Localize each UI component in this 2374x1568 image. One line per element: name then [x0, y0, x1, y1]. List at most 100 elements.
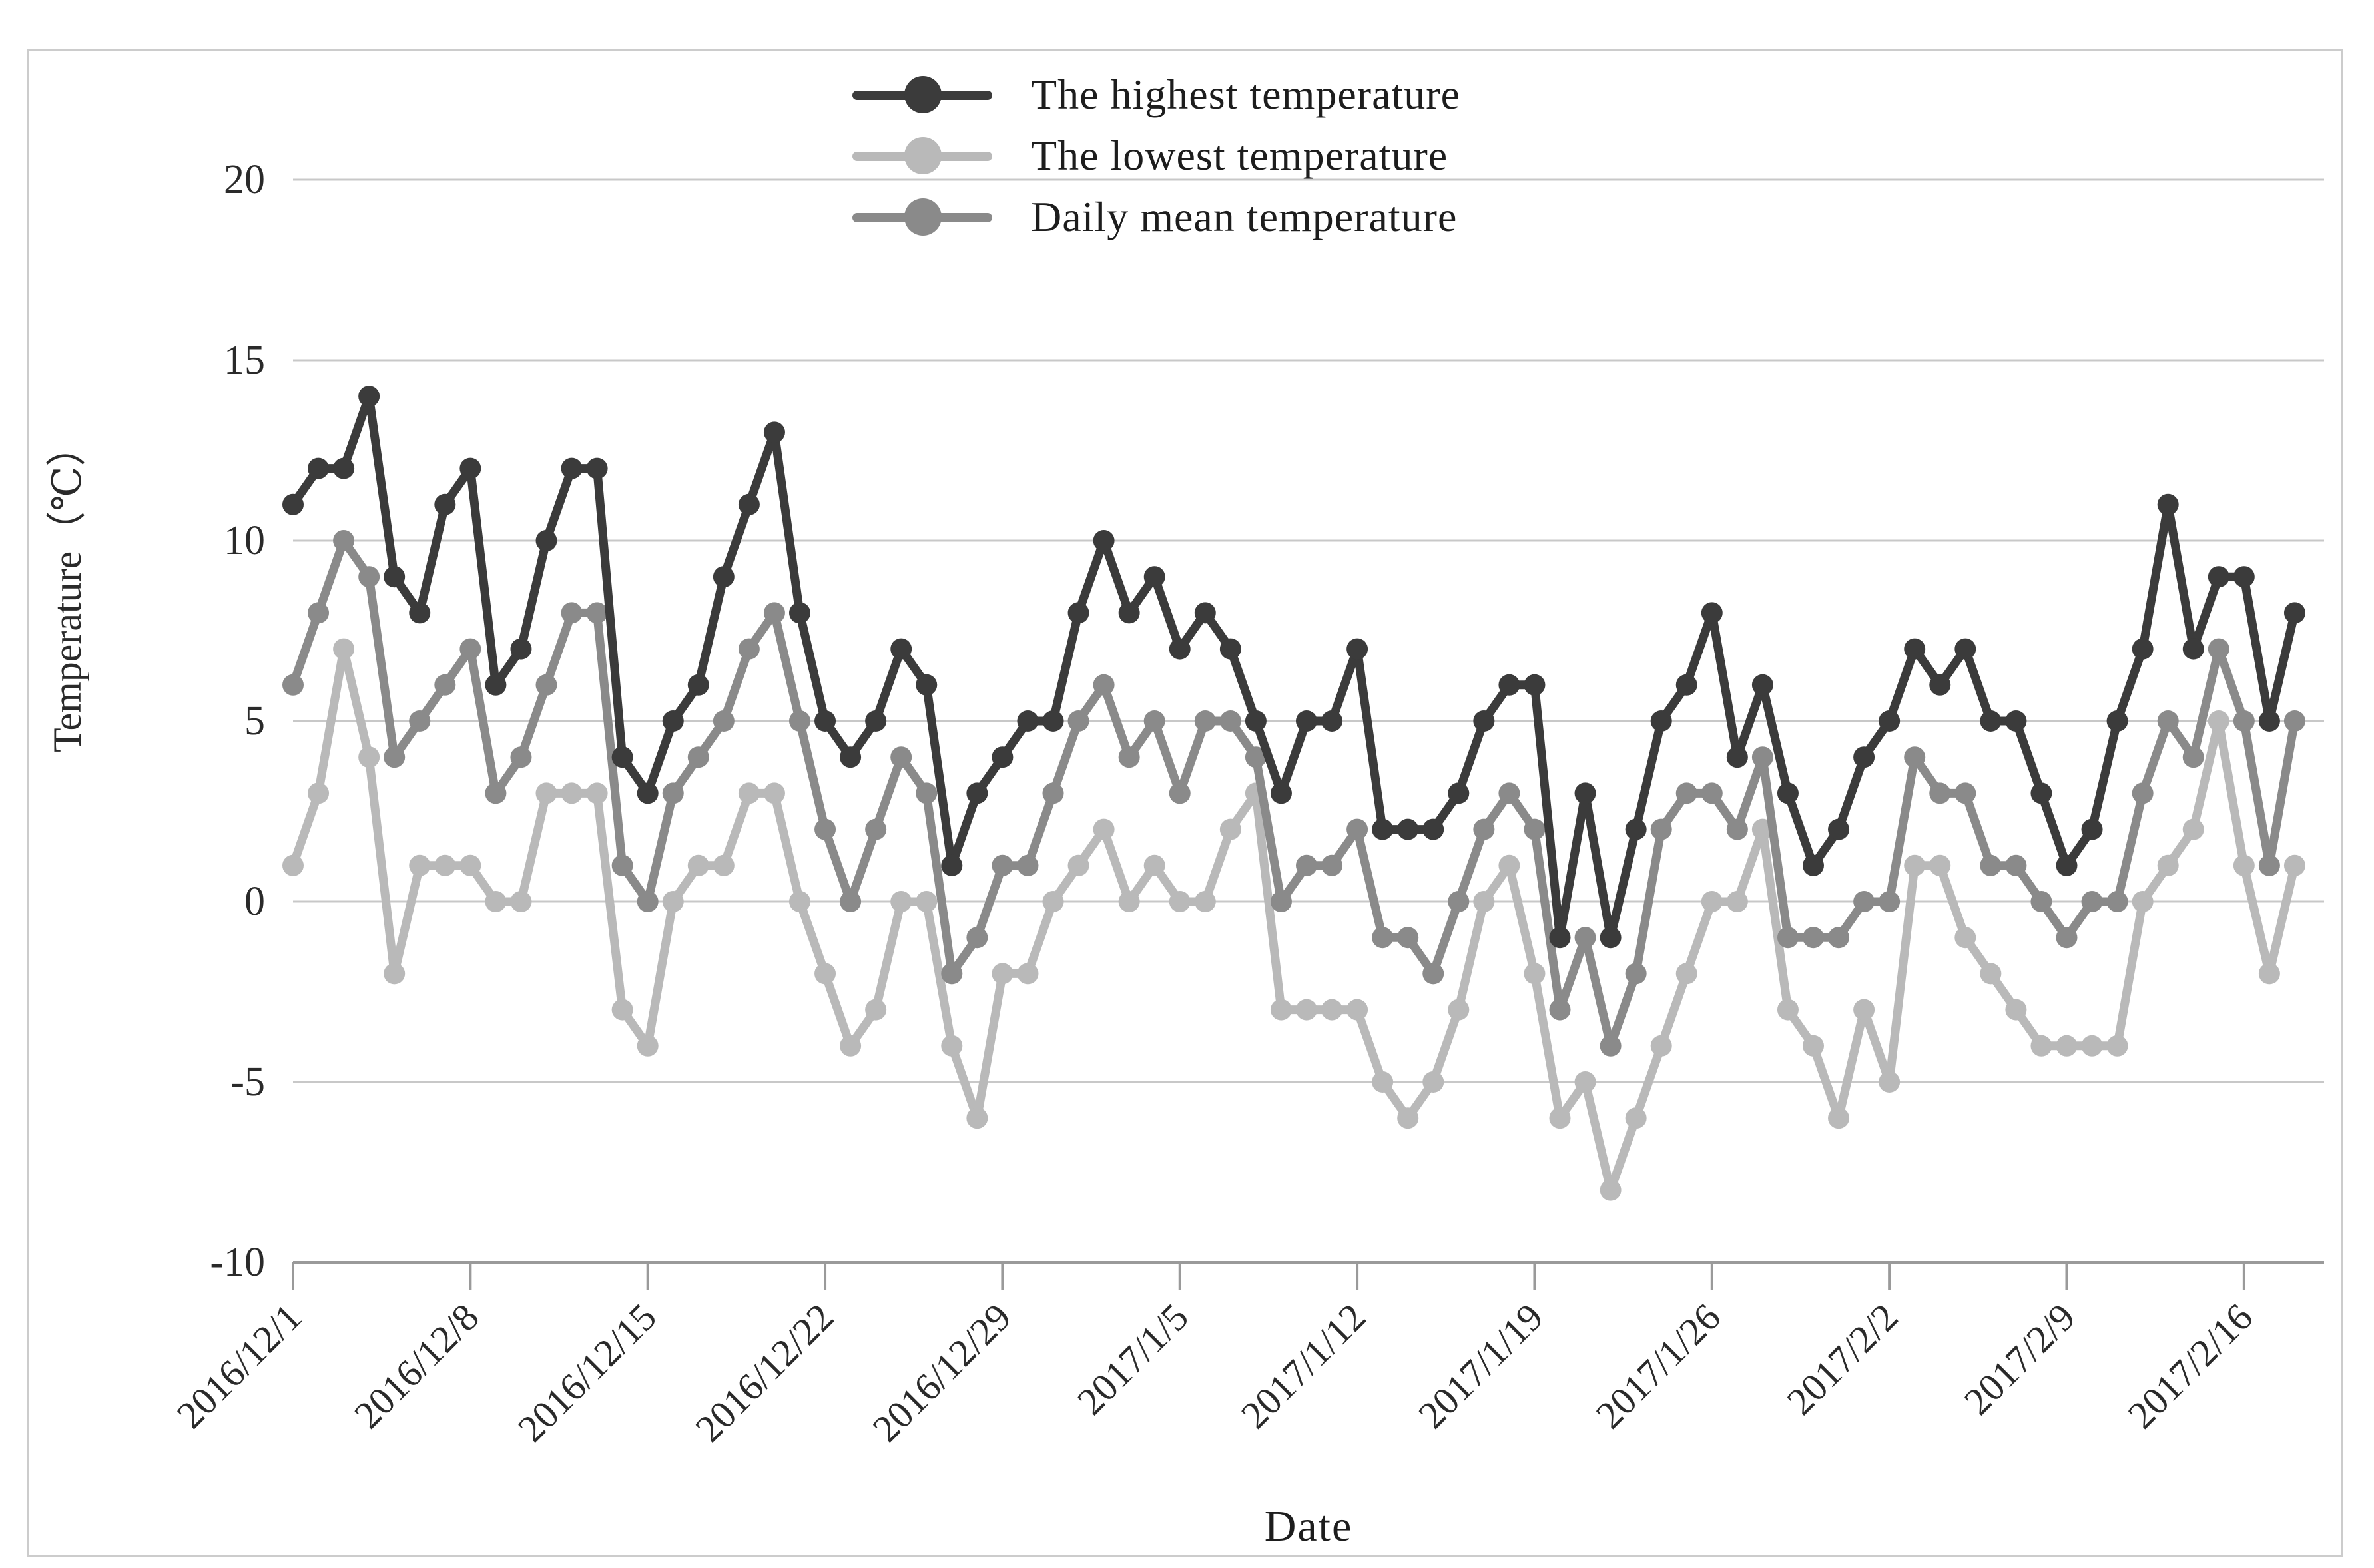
highest-series-marker-icon: [852, 64, 992, 125]
series-highest-point: [1726, 746, 1748, 768]
series-mean-point: [510, 746, 532, 768]
series-mean-point: [1321, 854, 1343, 876]
series-mean-point: [1067, 710, 1089, 732]
series-lowest-point: [2233, 854, 2255, 876]
series-mean-point: [1118, 746, 1140, 768]
series-lowest-point: [1397, 1107, 1419, 1129]
series-lowest-point: [1929, 854, 1951, 876]
series-mean-point: [713, 710, 735, 732]
series-highest-point: [1701, 602, 1723, 624]
series-mean-point: [992, 854, 1014, 876]
series-lowest-point: [789, 891, 810, 912]
series-lowest-point: [1194, 891, 1216, 912]
series-mean-point: [1473, 818, 1495, 840]
series-lowest-point: [637, 1035, 659, 1057]
series-mean-point: [2258, 854, 2280, 876]
series-highest-point: [611, 746, 633, 768]
series-lowest-point: [1954, 927, 1976, 949]
series-mean-point: [1701, 782, 1723, 804]
series-lowest-point: [814, 963, 836, 985]
series-mean-point: [662, 782, 684, 804]
mean-series-marker-icon: [852, 186, 992, 248]
series-mean-point: [865, 818, 887, 840]
series-lowest-point: [358, 746, 380, 768]
series-mean-point: [2233, 710, 2255, 732]
series-mean-point: [1828, 927, 1850, 949]
series-lowest-point: [966, 1107, 988, 1129]
series-highest-point: [459, 457, 481, 479]
series-highest: [282, 386, 2305, 949]
series-highest-point: [966, 782, 988, 804]
y-tick-label: 15: [224, 338, 265, 383]
legend-label-highest: The highest temperature: [1031, 71, 1460, 118]
series-mean-point: [2283, 710, 2305, 732]
series-highest-point: [1118, 602, 1140, 624]
series-mean-point: [738, 638, 760, 660]
series-lowest-point: [1675, 963, 1697, 985]
series-mean-point: [485, 782, 507, 804]
series-highest-point: [1777, 782, 1799, 804]
series-highest-point: [916, 674, 938, 696]
series-lowest-point: [1042, 891, 1064, 912]
series-highest-point: [789, 602, 810, 624]
series-mean-point: [561, 602, 583, 624]
legend-item-lowest: The lowest temperature: [852, 125, 1460, 186]
series-mean-point: [2005, 854, 2027, 876]
series-mean-point: [1219, 710, 1241, 732]
series-highest-point: [1422, 818, 1444, 840]
series-highest-point: [1321, 710, 1343, 732]
series-lowest-point: [1980, 963, 2002, 985]
series-lowest-point: [941, 1035, 963, 1057]
series-lowest-point: [1498, 854, 1520, 876]
series-lowest-point: [561, 782, 583, 804]
series-highest-point: [1169, 638, 1191, 660]
series-lowest-point: [1296, 999, 1317, 1021]
series-highest-point: [1245, 710, 1267, 732]
series-highest-point: [1650, 710, 1672, 732]
series-mean-point: [333, 530, 355, 551]
series-lowest-point: [738, 782, 760, 804]
series-mean-point: [459, 638, 481, 660]
x-tick-label: 2016/12/29: [864, 1295, 1020, 1450]
series-highest-point: [1954, 638, 1976, 660]
series-lowest-point: [2258, 963, 2280, 985]
series-mean-point: [409, 710, 431, 732]
series-mean-point: [611, 854, 633, 876]
series-lowest-point: [1321, 999, 1343, 1021]
series-lowest-point: [2030, 1035, 2052, 1057]
series-lowest-point: [1650, 1035, 1672, 1057]
series-lowest-point: [713, 854, 735, 876]
series-highest-point: [1625, 818, 1647, 840]
series-mean-point: [2182, 746, 2204, 768]
series-mean-point: [1042, 782, 1064, 804]
series-mean-point: [1904, 746, 1926, 768]
series-highest-point: [738, 493, 760, 515]
series-mean-point: [1600, 1035, 1622, 1057]
series-highest-point: [941, 854, 963, 876]
series-lowest-point: [1904, 854, 1926, 876]
y-tick-label: -5: [230, 1059, 265, 1105]
series-mean-point: [1346, 818, 1368, 840]
y-tick-label: 20: [224, 157, 265, 202]
series-highest-point: [308, 457, 330, 479]
series-mean-point: [1751, 746, 1773, 768]
series-lowest-point: [890, 891, 912, 912]
series-highest-point: [2132, 638, 2154, 660]
series-highest-point: [2208, 566, 2229, 588]
series-mean-point: [637, 891, 659, 912]
series-lowest-point: [1726, 891, 1748, 912]
lowest-series-marker-icon: [852, 125, 992, 186]
series-lowest-point: [1473, 891, 1495, 912]
series-mean-point: [1777, 927, 1799, 949]
series-highest-point: [535, 530, 557, 551]
figure-frame: [27, 49, 2343, 1557]
series-mean-point: [1879, 891, 1901, 912]
series-mean-point: [1650, 818, 1672, 840]
y-tick-label: -10: [210, 1240, 265, 1285]
y-tick-label: 5: [244, 698, 265, 744]
series-highest-point: [1143, 566, 1165, 588]
series-highest-point: [485, 674, 507, 696]
x-tick-label: 2016/12/1: [168, 1295, 310, 1436]
